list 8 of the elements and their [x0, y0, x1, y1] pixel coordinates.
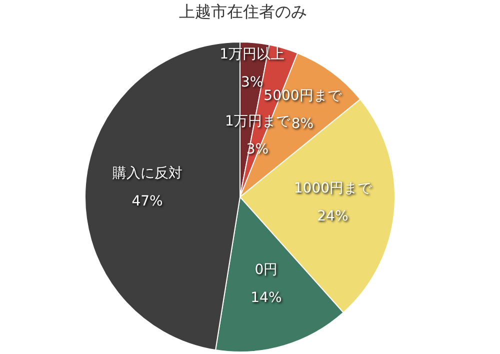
data-label: 24%: [317, 208, 348, 224]
slice-label: 1000円まで: [294, 180, 373, 196]
data-label: 47%: [132, 194, 163, 210]
chart-title: 上越市在住者のみ: [178, 2, 308, 23]
slice-label: 購入に反対: [112, 166, 182, 182]
slice-label: 0円: [254, 262, 278, 278]
data-label: 14%: [250, 290, 282, 306]
data-label: 8%: [291, 116, 314, 132]
